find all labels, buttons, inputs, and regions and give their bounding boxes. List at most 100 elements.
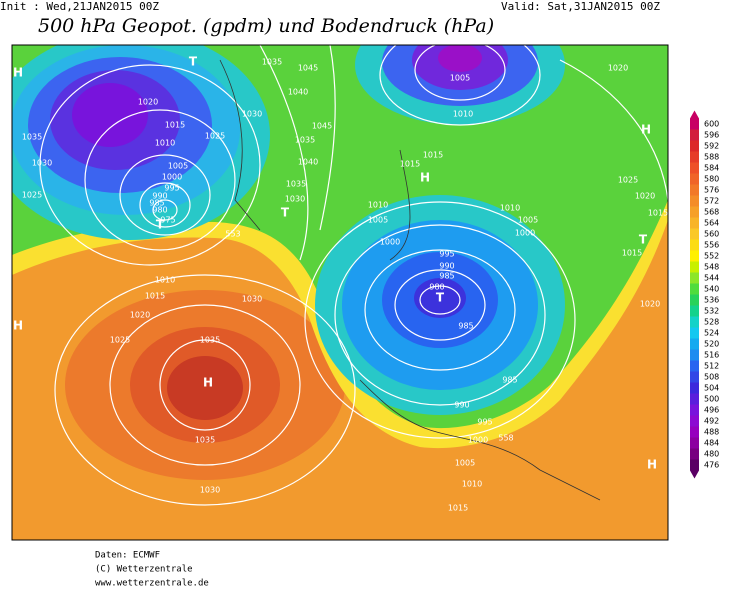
colorbar-swatch — [690, 349, 699, 361]
colorbar-label: 480 — [704, 450, 719, 459]
colorbar-label: 540 — [704, 285, 719, 294]
colorbar-label: 584 — [704, 164, 719, 173]
colorbar-swatch — [690, 118, 699, 130]
isobar-label: 1015 — [448, 504, 468, 513]
pressure-center: T — [156, 218, 165, 232]
isobar-label: 1030 — [285, 195, 305, 204]
pressure-center: H — [13, 66, 23, 80]
colorbar-swatch — [690, 250, 699, 262]
isobar-label: 1030 — [32, 159, 52, 168]
colorbar-label: 560 — [704, 230, 719, 239]
colorbar-swatch — [690, 195, 699, 207]
isobar-label: 1000 — [515, 229, 535, 238]
map-title: 500 hPa Geopot. (gpdm) und Bodendruck (h… — [38, 15, 494, 37]
isobar-label: 1000 — [162, 173, 182, 182]
init-time: Init : Wed,21JAN2015 00Z — [0, 0, 159, 13]
colorbar-label: 552 — [704, 252, 719, 261]
colorbar-arrow — [690, 470, 699, 479]
isobar-label: 1005 — [455, 459, 475, 468]
colorbar-swatch — [690, 294, 699, 306]
isobar-label: 1000 — [468, 436, 488, 445]
pressure-center: T — [436, 291, 445, 305]
colorbar-label: 508 — [704, 373, 719, 382]
colorbar-swatch — [690, 316, 699, 328]
colorbar-swatch — [690, 272, 699, 284]
colorbar-label: 576 — [704, 186, 719, 195]
colorbar-label: 504 — [704, 384, 719, 393]
isobar-label: 1010 — [462, 480, 482, 489]
isobar-label: 990 — [439, 262, 454, 271]
isobar-label: 995 — [477, 418, 492, 427]
colorbar-label: 568 — [704, 208, 719, 217]
footer-line: www.wetterzentrale.de — [95, 579, 209, 589]
pressure-center: H — [13, 319, 23, 333]
isobar-label: 1020 — [138, 98, 158, 107]
isobar-label: 1025 — [205, 132, 225, 141]
colorbar-label: 580 — [704, 175, 719, 184]
colorbar-swatch — [690, 228, 699, 240]
isobar-label: 985 — [149, 199, 164, 208]
colorbar-swatch — [690, 184, 699, 196]
isobar-label: 1025 — [22, 191, 42, 200]
isobar-label: 1025 — [110, 336, 130, 345]
isobar-label: 1005 — [450, 74, 470, 83]
pressure-center: H — [420, 171, 430, 185]
pressure-center: T — [281, 206, 290, 220]
isobar-label: 990 — [152, 192, 167, 201]
isobar-label: 1015 — [648, 209, 668, 218]
isobar-label: 1035 — [286, 180, 306, 189]
colorbar-swatch — [690, 305, 699, 317]
isobar-label: 1030 — [242, 295, 262, 304]
isobar-label: 1010 — [155, 139, 175, 148]
colorbar-swatch — [690, 129, 699, 141]
isobar-label: 1020 — [635, 192, 655, 201]
colorbar-label: 528 — [704, 318, 719, 327]
colorbar-label: 544 — [704, 274, 719, 283]
isobar-label: 980 — [152, 206, 167, 215]
isobar-label: 1005 — [168, 162, 188, 171]
colorbar-swatch — [690, 206, 699, 218]
isobar-label: 1045 — [298, 64, 318, 73]
pressure-center: T — [189, 55, 198, 69]
colorbar-label: 476 — [704, 461, 719, 470]
colorbar-swatch — [690, 426, 699, 438]
colorbar-label: 492 — [704, 417, 719, 426]
colorbar-label: 600 — [704, 120, 719, 129]
colorbar-label: 516 — [704, 351, 719, 360]
colorbar-label: 496 — [704, 406, 719, 415]
isobar-label: 1015 — [165, 121, 185, 130]
colorbar-swatch — [690, 261, 699, 273]
map — [11, 44, 669, 541]
isobar-label: 1015 — [423, 151, 443, 160]
colorbar-swatch — [690, 338, 699, 350]
colorbar-label: 536 — [704, 296, 719, 305]
isobar-label: 1035 — [195, 436, 215, 445]
colorbar-label: 532 — [704, 307, 719, 316]
isobar-label: 553 — [225, 230, 240, 239]
isobar-label: 975 — [160, 216, 175, 225]
colorbar-label: 484 — [704, 439, 719, 448]
pressure-center: H — [641, 123, 651, 137]
isobar-label: 1010 — [155, 276, 175, 285]
isobar-label: 1035 — [295, 136, 315, 145]
isobar-label: 1045 — [312, 122, 332, 131]
colorbar-label: 548 — [704, 263, 719, 272]
colorbar-swatch — [690, 360, 699, 372]
isobar-label: 1040 — [298, 158, 318, 167]
isobar-label: 980 — [429, 283, 444, 292]
isobar-label: 1020 — [608, 64, 628, 73]
colorbar-swatch — [690, 162, 699, 174]
isobar-label: 1035 — [22, 133, 42, 142]
isobar-label: 995 — [164, 184, 179, 193]
isobar-label: 990 — [454, 401, 469, 410]
isobar-label: 1020 — [130, 311, 150, 320]
isobar-label: 1015 — [400, 160, 420, 169]
isobar-label: 1040 — [288, 88, 308, 97]
colorbar-label: 524 — [704, 329, 719, 338]
isobar-label: 1010 — [500, 204, 520, 213]
isobar-label: 1005 — [368, 216, 388, 225]
valid-time: Valid: Sat,31JAN2015 00Z — [501, 0, 660, 13]
colorbar-label: 564 — [704, 219, 719, 228]
isobar-label: 1015 — [622, 249, 642, 258]
colorbar-swatch — [690, 382, 699, 394]
